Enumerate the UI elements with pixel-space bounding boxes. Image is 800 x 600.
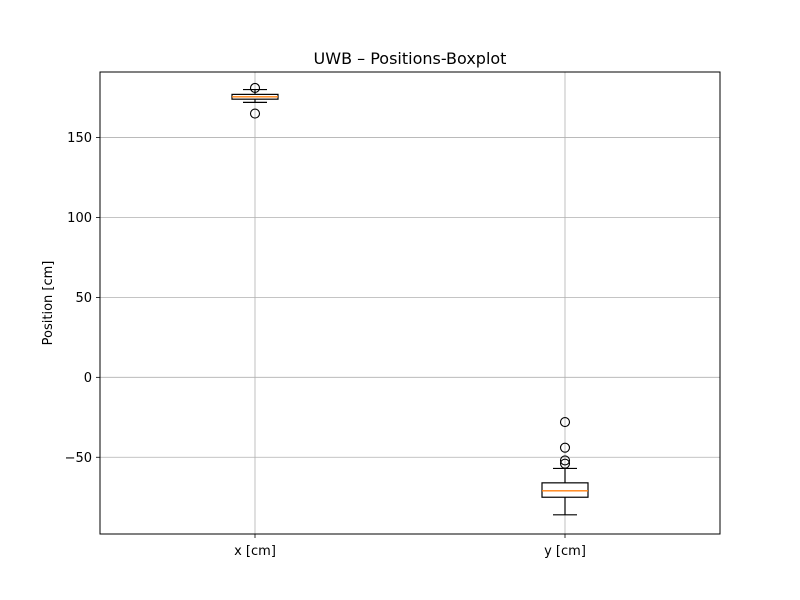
x-tick-label: y [cm] xyxy=(544,544,586,559)
x-tick-label: x [cm] xyxy=(234,544,276,559)
y-tick-label: 0 xyxy=(84,371,92,386)
y-tick-label: 100 xyxy=(67,211,92,226)
outlier-point xyxy=(249,82,261,94)
outlier-point xyxy=(249,108,261,119)
outlier-point xyxy=(559,417,571,428)
outlier-point xyxy=(559,455,571,466)
box-group xyxy=(541,417,589,516)
y-tick-label: 150 xyxy=(67,131,92,146)
outlier-point xyxy=(559,442,571,453)
box-group xyxy=(231,82,279,119)
y-axis-label: Position [cm] xyxy=(41,261,56,346)
iqr-box xyxy=(541,482,589,498)
y-tick-label: 50 xyxy=(75,291,92,306)
plot-frame xyxy=(99,71,721,535)
boxes-layer xyxy=(231,82,589,516)
outlier-point xyxy=(559,458,571,469)
chart-title: UWB – Positions-Boxplot xyxy=(314,49,507,68)
ticks-layer: 150 100 50 0 −50 x [cm] y [cm] xyxy=(65,131,586,559)
y-tick-label: −50 xyxy=(65,451,92,466)
grid-lines xyxy=(100,72,720,534)
